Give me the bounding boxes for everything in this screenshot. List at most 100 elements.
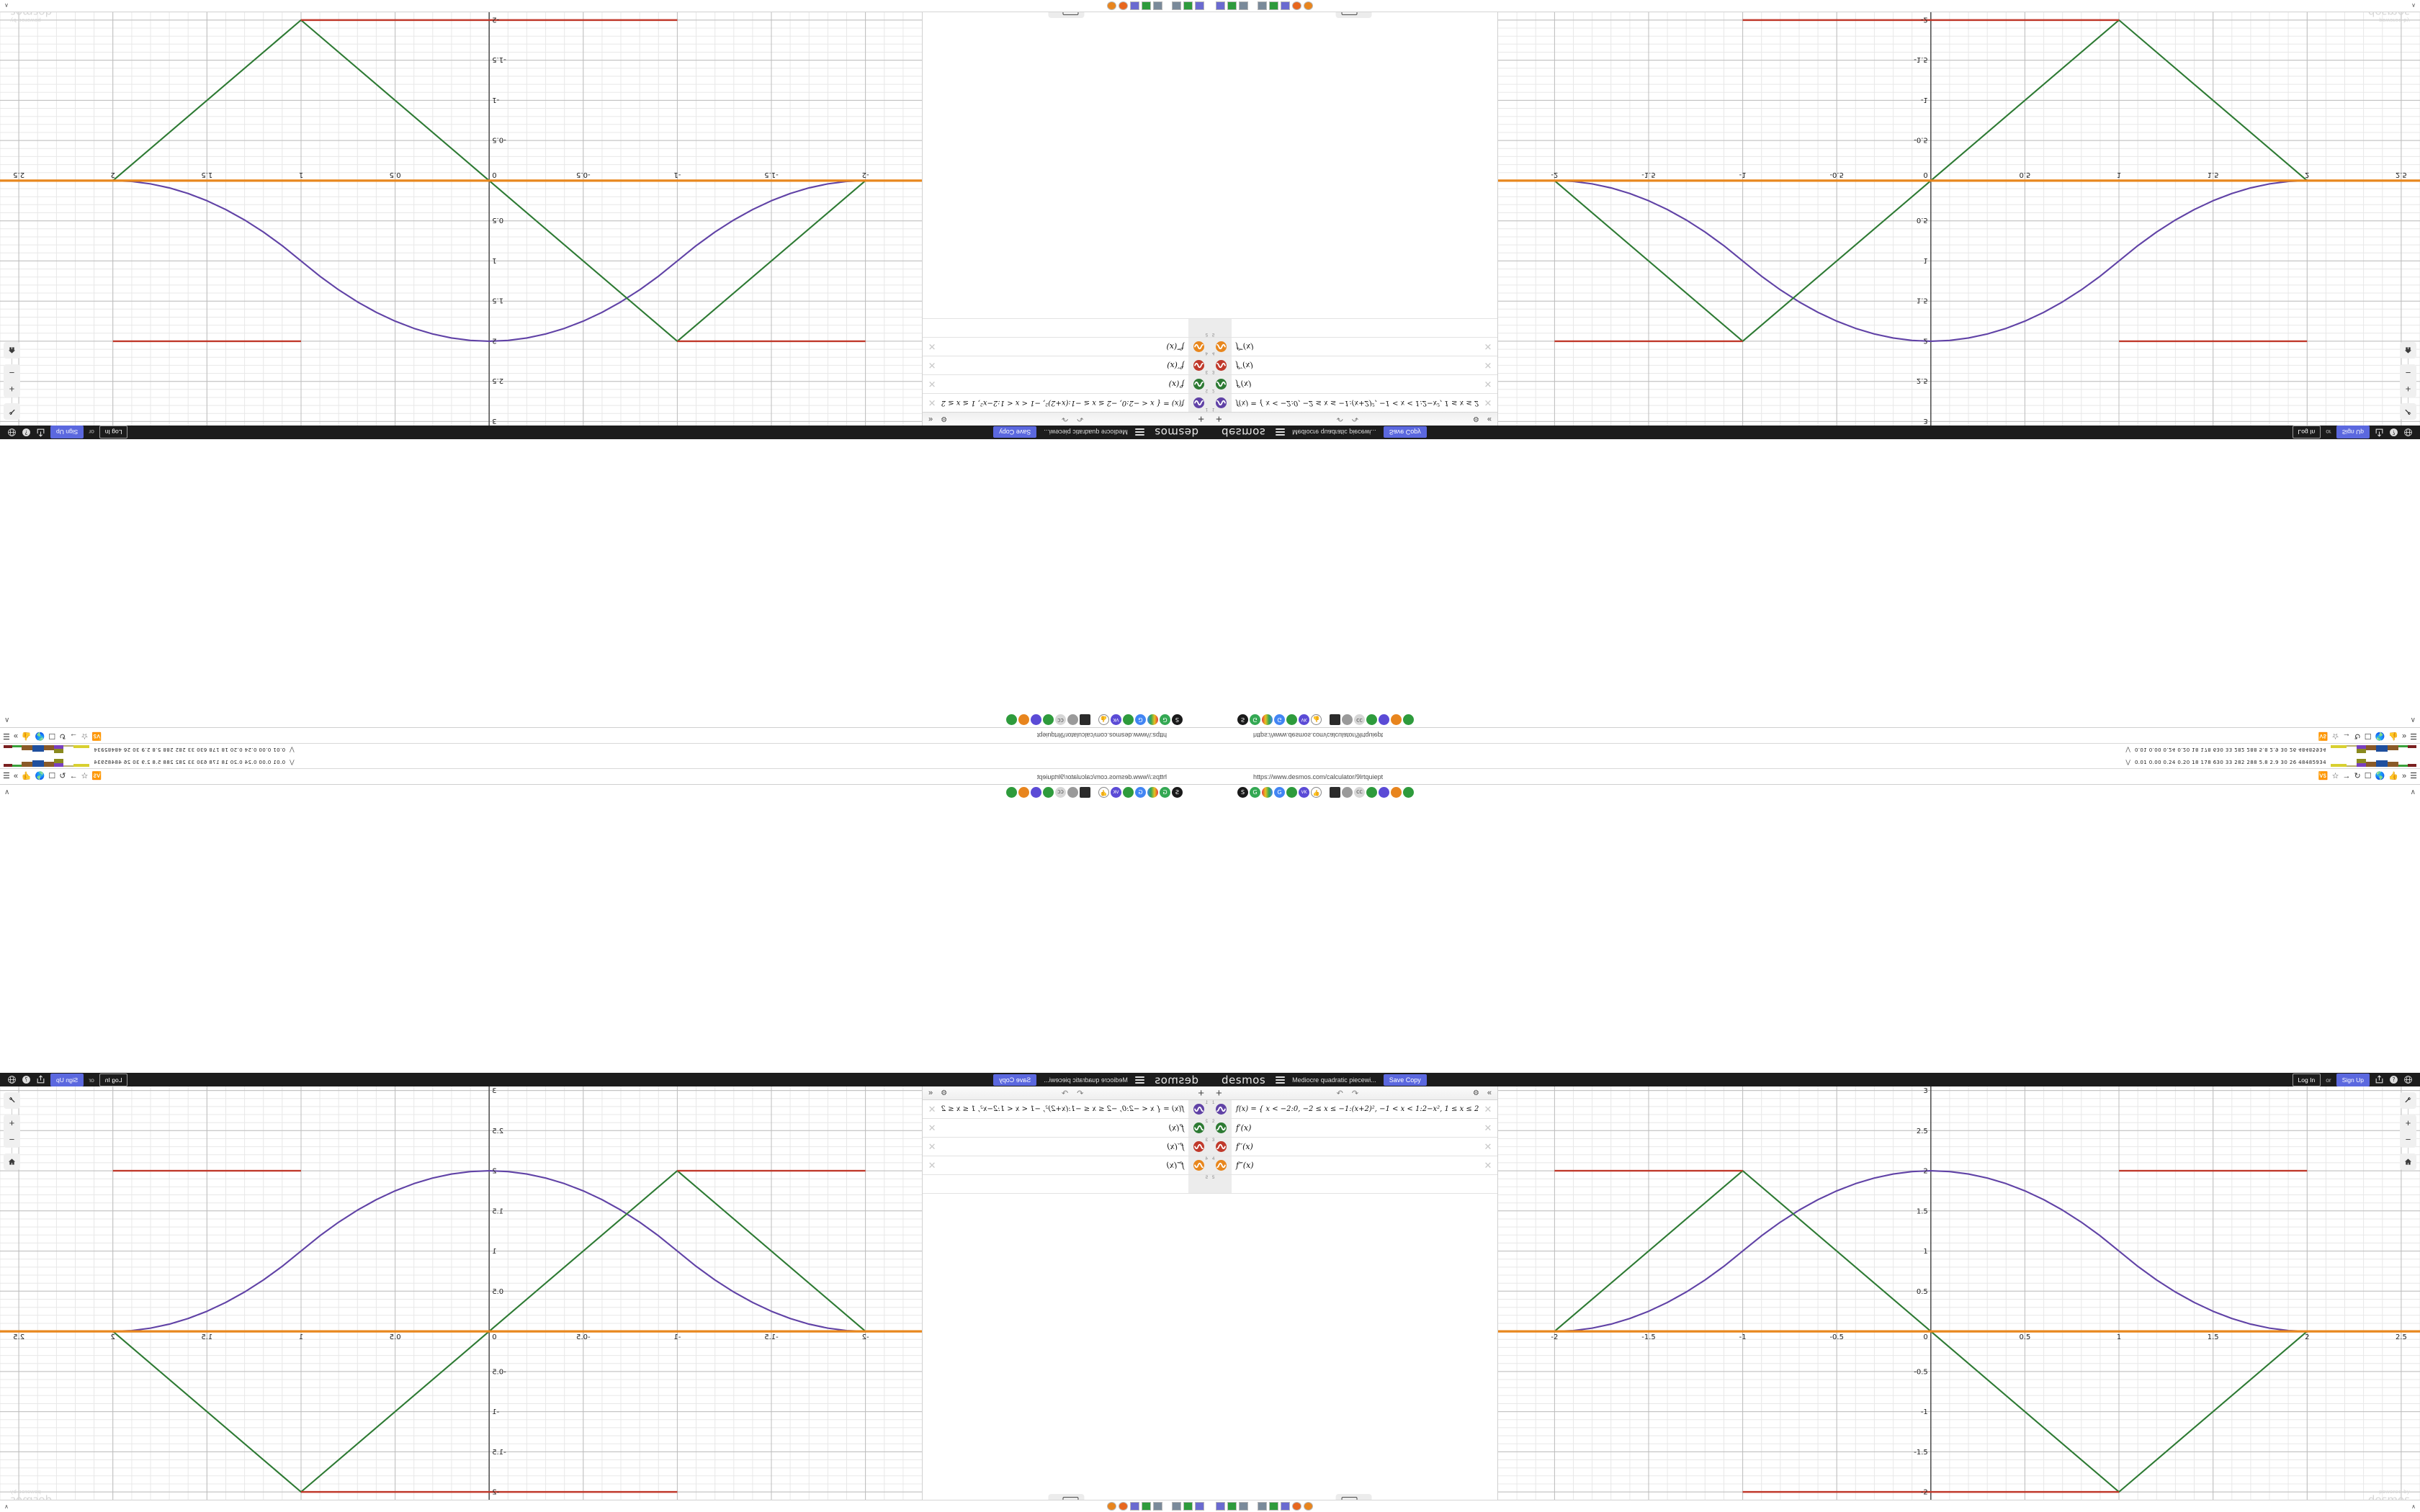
reader-icon[interactable]: ☐: [2364, 732, 2372, 740]
terminal-icon[interactable]: [1183, 1502, 1193, 1511]
collapse-chevrons-icon[interactable]: «: [1487, 415, 1492, 423]
login-button[interactable]: Log In: [99, 426, 128, 439]
redo-icon[interactable]: ↷: [1061, 414, 1069, 423]
reload-icon[interactable]: ↻: [59, 772, 66, 780]
zoom-out-icon[interactable]: −: [9, 1134, 15, 1145]
curve-color-swatch[interactable]: [1215, 1104, 1227, 1115]
expression-row[interactable]: 4 f‴(x) ✕: [923, 1156, 1210, 1175]
bookmark-leaf-2[interactable]: [1043, 786, 1054, 798]
url-text[interactable]: https://www.desmos.com/calculator/9lrtqu…: [1036, 732, 1167, 739]
bookmark-rainbow[interactable]: [1147, 714, 1158, 726]
bookmark-thumb[interactable]: 👍: [1098, 786, 1109, 798]
expression-row[interactable]: 1 f(x) = { x < −2:0, −2 ≤ x ≤ −1:(x+2)², …: [923, 1100, 1210, 1119]
bookmark-star-icon[interactable]: ☆: [81, 772, 89, 780]
bookmark-star-icon[interactable]: ☆: [2331, 772, 2339, 780]
bookmark-google-2[interactable]: G: [1135, 714, 1146, 726]
bookmark-star-icon[interactable]: ☆: [2331, 732, 2339, 740]
menu-icon[interactable]: ☰: [3, 732, 10, 740]
desmos-logo[interactable]: desmos: [1154, 1073, 1198, 1086]
bookmark-vk[interactable]: VK: [1299, 786, 1309, 798]
tray-caret-icon[interactable]: ∧: [4, 1503, 9, 1510]
blender-icon[interactable]: [1107, 1502, 1116, 1511]
translate-icon[interactable]: 🆚: [2318, 732, 2329, 740]
expression-text[interactable]: f′′(x): [1236, 361, 1253, 370]
hamburger-menu-icon[interactable]: [1276, 1076, 1286, 1084]
tray-caret-icon[interactable]: ∧: [2411, 2, 2416, 9]
add-expression-button[interactable]: +: [1216, 413, 1222, 426]
sysmon-chevron-icon[interactable]: ⋁: [290, 747, 295, 753]
wrench-icon[interactable]: [2400, 1092, 2416, 1109]
curve-color-swatch[interactable]: [1215, 360, 1227, 371]
delete-expression-icon[interactable]: ✕: [1484, 1159, 1492, 1171]
redo-icon[interactable]: ↷: [1351, 414, 1359, 423]
menu-icon[interactable]: ☰: [2410, 732, 2417, 740]
delete-expression-icon[interactable]: ✕: [928, 1103, 936, 1115]
reload-icon[interactable]: ↻: [59, 732, 66, 740]
signup-button[interactable]: Sign Up: [2336, 1073, 2370, 1086]
share-icon[interactable]: [36, 428, 45, 437]
expression-text[interactable]: f′(x): [1236, 379, 1252, 389]
tray-caret-icon[interactable]: ∧: [4, 2, 9, 9]
bookmark-vk[interactable]: VK: [1111, 786, 1121, 798]
expression-row[interactable]: 3 f′′(x) ✕: [923, 1138, 1210, 1156]
bookmark-leaf[interactable]: [1123, 786, 1134, 798]
chevron-double-right-icon[interactable]: »: [13, 772, 18, 780]
expression-row[interactable]: 3 f′′(x) ✕: [1210, 1138, 1497, 1156]
screenshot-icon-2[interactable]: [1258, 1502, 1267, 1511]
browser-url-bar[interactable]: https://www.desmos.com/calculator/9lrtqu…: [0, 769, 1210, 785]
firefox-icon[interactable]: [1119, 1, 1128, 10]
firefox-icon[interactable]: [1292, 1502, 1301, 1511]
floppy-save-icon[interactable]: [1216, 1, 1225, 10]
bookmark-google-2[interactable]: G: [1274, 786, 1285, 798]
globe-icon[interactable]: [7, 428, 17, 437]
graph-canvas[interactable]: -2 -1.5 -1 -0.5 0.5 1 1.5 2 2.5 -2 -1.5 -1 -0.5 0.5 1 1…: [0, 0, 922, 426]
expression-row[interactable]: 1 f(x) = { x < −2:0, −2 ≤ x ≤ −1:(x+2)², …: [923, 393, 1210, 412]
wrench-icon[interactable]: [4, 1092, 20, 1109]
help-icon[interactable]: ?: [22, 428, 31, 437]
expression-text[interactable]: f′′(x): [1167, 1142, 1184, 1151]
signup-button[interactable]: Sign Up: [2336, 426, 2370, 439]
browser-url-bar[interactable]: https://www.desmos.com/calculator/9lrtqu…: [1210, 769, 2420, 785]
curve-color-swatch[interactable]: [1215, 341, 1227, 352]
expression-text[interactable]: f‴(x): [1236, 342, 1254, 351]
collapse-chevrons-icon[interactable]: «: [928, 1089, 933, 1097]
terminal-icon[interactable]: [1183, 1, 1193, 10]
reload-icon[interactable]: ↻: [2354, 732, 2361, 740]
undo-icon[interactable]: ↶: [1336, 414, 1343, 423]
graph-canvas[interactable]: -2 -1.5 -1 -0.5 0.5 1 1.5 2 2.5 -2 -1.5 -1 -0.5 0.5 1 1…: [1498, 0, 2420, 426]
terminal-icon-2[interactable]: [1142, 1502, 1151, 1511]
expression-row[interactable]: 4 f‴(x) ✕: [923, 337, 1210, 356]
curve-color-swatch[interactable]: [1193, 1122, 1205, 1133]
globe-icon[interactable]: 🌎: [2375, 772, 2385, 780]
thumbs-up-icon[interactable]: 👍: [22, 732, 32, 740]
add-expression-button[interactable]: +: [1198, 413, 1204, 426]
screenshot-icon-2[interactable]: [1153, 1502, 1162, 1511]
bookmark-rainbow[interactable]: [1147, 786, 1158, 798]
delete-expression-icon[interactable]: ✕: [928, 1159, 936, 1171]
bookmark-cc[interactable]: CC: [1354, 786, 1365, 798]
share-icon[interactable]: [2375, 1075, 2384, 1084]
bookmarks-overflow-caret-icon[interactable]: ∧: [2410, 788, 2416, 796]
hamburger-menu-icon[interactable]: [1134, 1076, 1144, 1084]
signup-button[interactable]: Sign Up: [50, 1073, 84, 1086]
delete-expression-icon[interactable]: ✕: [1484, 1140, 1492, 1152]
add-expression-button[interactable]: +: [1198, 1086, 1204, 1099]
bookmarks-overflow-caret-icon[interactable]: ∧: [2410, 716, 2416, 724]
globe-icon[interactable]: 🌎: [35, 772, 45, 780]
bookmark-leaf[interactable]: [1286, 786, 1297, 798]
graph-canvas[interactable]: -2 -1.5 -1 -0.5 0.5 1 1.5 2 2.5 -2 -1.5 -1 -0.5 0.5 1 1…: [0, 1086, 922, 1512]
delete-expression-icon[interactable]: ✕: [1484, 379, 1492, 390]
back-arrow-icon[interactable]: →: [69, 772, 78, 780]
expression-text[interactable]: f(x) = { x < −2:0, −2 ≤ x ≤ −1:(x+2)², −…: [941, 1105, 1184, 1113]
translate-icon[interactable]: 🆚: [91, 772, 102, 780]
desmos-logo[interactable]: desmos: [1222, 1073, 1266, 1086]
chevron-double-right-icon[interactable]: »: [13, 732, 18, 740]
blender-icon[interactable]: [1304, 1, 1313, 10]
bookmark-leaf-3[interactable]: [1006, 714, 1017, 726]
redo-icon[interactable]: ↷: [1351, 1089, 1359, 1098]
redo-icon[interactable]: ↷: [1061, 1089, 1069, 1098]
screenshot-icon[interactable]: [1172, 1, 1181, 10]
delete-expression-icon[interactable]: ✕: [1484, 1103, 1492, 1115]
floppy-save-icon[interactable]: [1195, 1502, 1204, 1511]
expression-row[interactable]: 1 f(x) = { x < −2:0, −2 ≤ x ≤ −1:(x+2)², …: [1210, 393, 1497, 412]
